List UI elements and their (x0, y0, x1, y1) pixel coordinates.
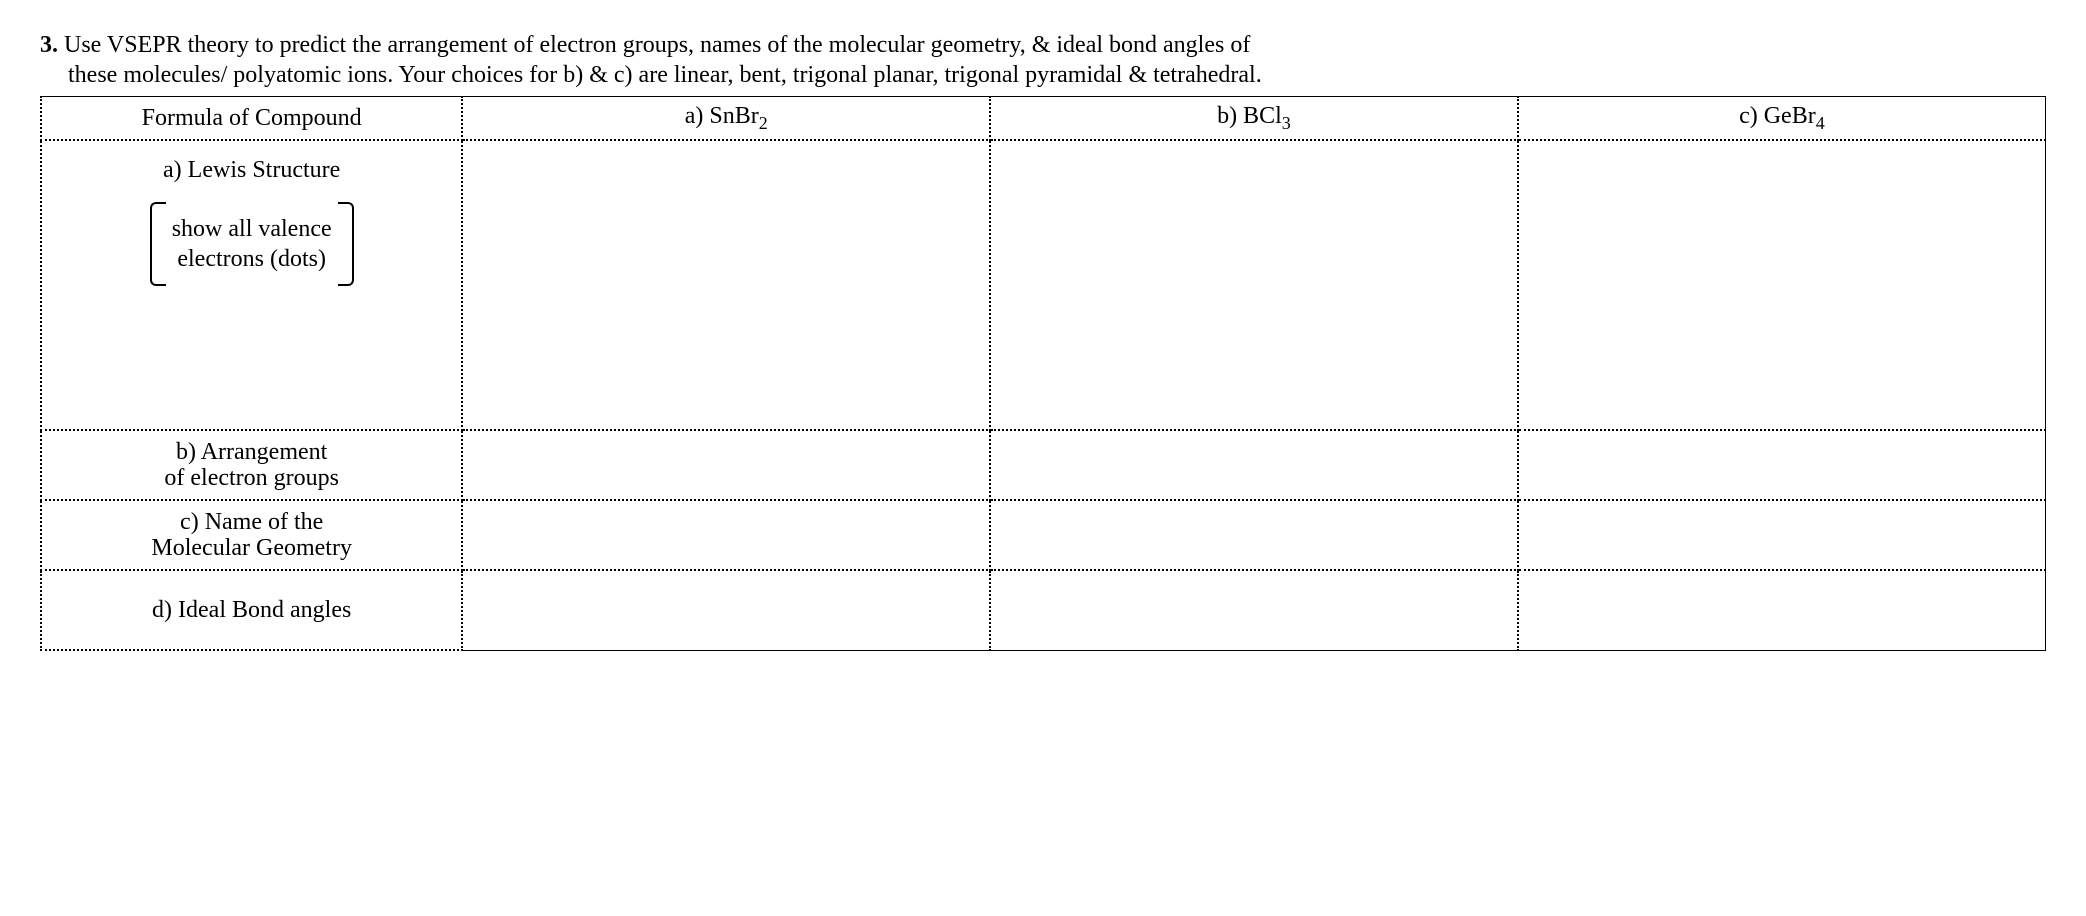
arrangement-row: b) Arrangement of electron groups (41, 430, 2046, 500)
arrangement-label-cell: b) Arrangement of electron groups (41, 430, 462, 500)
angles-cell-a[interactable] (462, 570, 990, 650)
lewis-cell-c[interactable] (1518, 140, 2046, 430)
lewis-bracket-line1: show all valence (172, 214, 332, 244)
lewis-cell-b[interactable] (990, 140, 1518, 430)
col-c-sub: 4 (1816, 112, 1825, 132)
question-text-line2: these molecules/ polyatomic ions. Your c… (68, 60, 2046, 90)
lewis-cell-a[interactable] (462, 140, 990, 430)
question-number: 3. (40, 32, 58, 58)
lewis-label-cell: a) Lewis Structure show all valence elec… (41, 140, 462, 430)
arr-title-l2: of electron groups (50, 465, 453, 491)
geom-title-l1: c) Name of the (50, 509, 453, 535)
col-b-text: b) BCl (1217, 103, 1282, 129)
question-text-line1: Use VSEPR theory to predict the arrangem… (64, 32, 1250, 58)
header-col-c: c) GeBr4 (1518, 97, 2046, 141)
vsepr-table: Formula of Compound a) SnBr2 b) BCl3 c) … (40, 96, 2046, 651)
geometry-row: c) Name of the Molecular Geometry (41, 500, 2046, 570)
lewis-row: a) Lewis Structure show all valence elec… (41, 140, 2046, 430)
arr-title-l1: b) Arrangement (50, 439, 453, 465)
lewis-bracket-line2: electrons (dots) (172, 244, 332, 274)
angles-cell-b[interactable] (990, 570, 1518, 650)
angles-label-cell: d) Ideal Bond angles (41, 570, 462, 650)
col-c-text: c) GeBr (1739, 103, 1816, 129)
arrangement-cell-b[interactable] (990, 430, 1518, 500)
arrangement-cell-c[interactable] (1518, 430, 2046, 500)
geometry-cell-c[interactable] (1518, 500, 2046, 570)
geom-title-l2: Molecular Geometry (50, 535, 453, 561)
lewis-title: a) Lewis Structure (163, 157, 340, 184)
question-prompt: 3. Use VSEPR theory to predict the arran… (40, 30, 2046, 90)
header-col-a: a) SnBr2 (462, 97, 990, 141)
col-a-sub: 2 (759, 112, 768, 132)
lewis-bracket: show all valence electrons (dots) (150, 202, 354, 286)
col-a-text: a) SnBr (685, 103, 759, 129)
angles-cell-c[interactable] (1518, 570, 2046, 650)
geometry-label-cell: c) Name of the Molecular Geometry (41, 500, 462, 570)
header-col-b: b) BCl3 (990, 97, 1518, 141)
geometry-cell-b[interactable] (990, 500, 1518, 570)
col-b-sub: 3 (1282, 112, 1291, 132)
angles-row: d) Ideal Bond angles (41, 570, 2046, 650)
arrangement-cell-a[interactable] (462, 430, 990, 500)
geometry-cell-a[interactable] (462, 500, 990, 570)
